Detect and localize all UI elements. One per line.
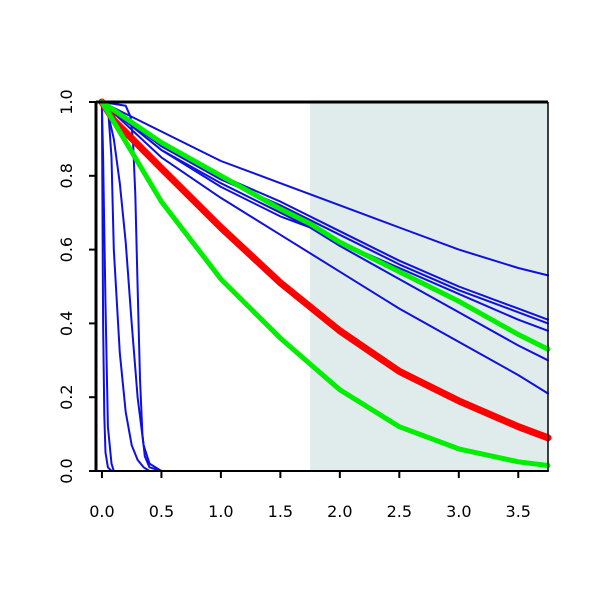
x-tick-label: 1.5 bbox=[268, 502, 293, 521]
series-line-0 bbox=[100, 101, 549, 277]
x-tick-label: 2.5 bbox=[387, 502, 412, 521]
series-line-2 bbox=[100, 101, 549, 325]
series-line-13 bbox=[99, 99, 551, 468]
x-tick-label: 3.5 bbox=[506, 502, 531, 521]
x-tick-label: 1.0 bbox=[208, 502, 233, 521]
series-line-11 bbox=[98, 98, 552, 442]
series-line-6 bbox=[100, 101, 549, 472]
y-tick-label: 1.0 bbox=[57, 89, 76, 114]
x-tick-label: 3.0 bbox=[446, 502, 471, 521]
x-tick-label: 2.0 bbox=[327, 502, 352, 521]
y-tick-label: 0.0 bbox=[57, 458, 76, 483]
y-tick-label: 0.8 bbox=[57, 163, 76, 188]
series-line-12 bbox=[99, 99, 551, 352]
x-tick-label: 0.0 bbox=[89, 502, 114, 521]
series-line-8 bbox=[100, 101, 549, 472]
y-tick-label: 0.4 bbox=[57, 311, 76, 336]
series-line-5 bbox=[100, 101, 549, 395]
y-tick-label: 0.6 bbox=[57, 237, 76, 262]
y-tick-label: 0.2 bbox=[57, 384, 76, 409]
x-tick-label: 0.5 bbox=[149, 502, 174, 521]
series-line-4 bbox=[100, 101, 549, 362]
